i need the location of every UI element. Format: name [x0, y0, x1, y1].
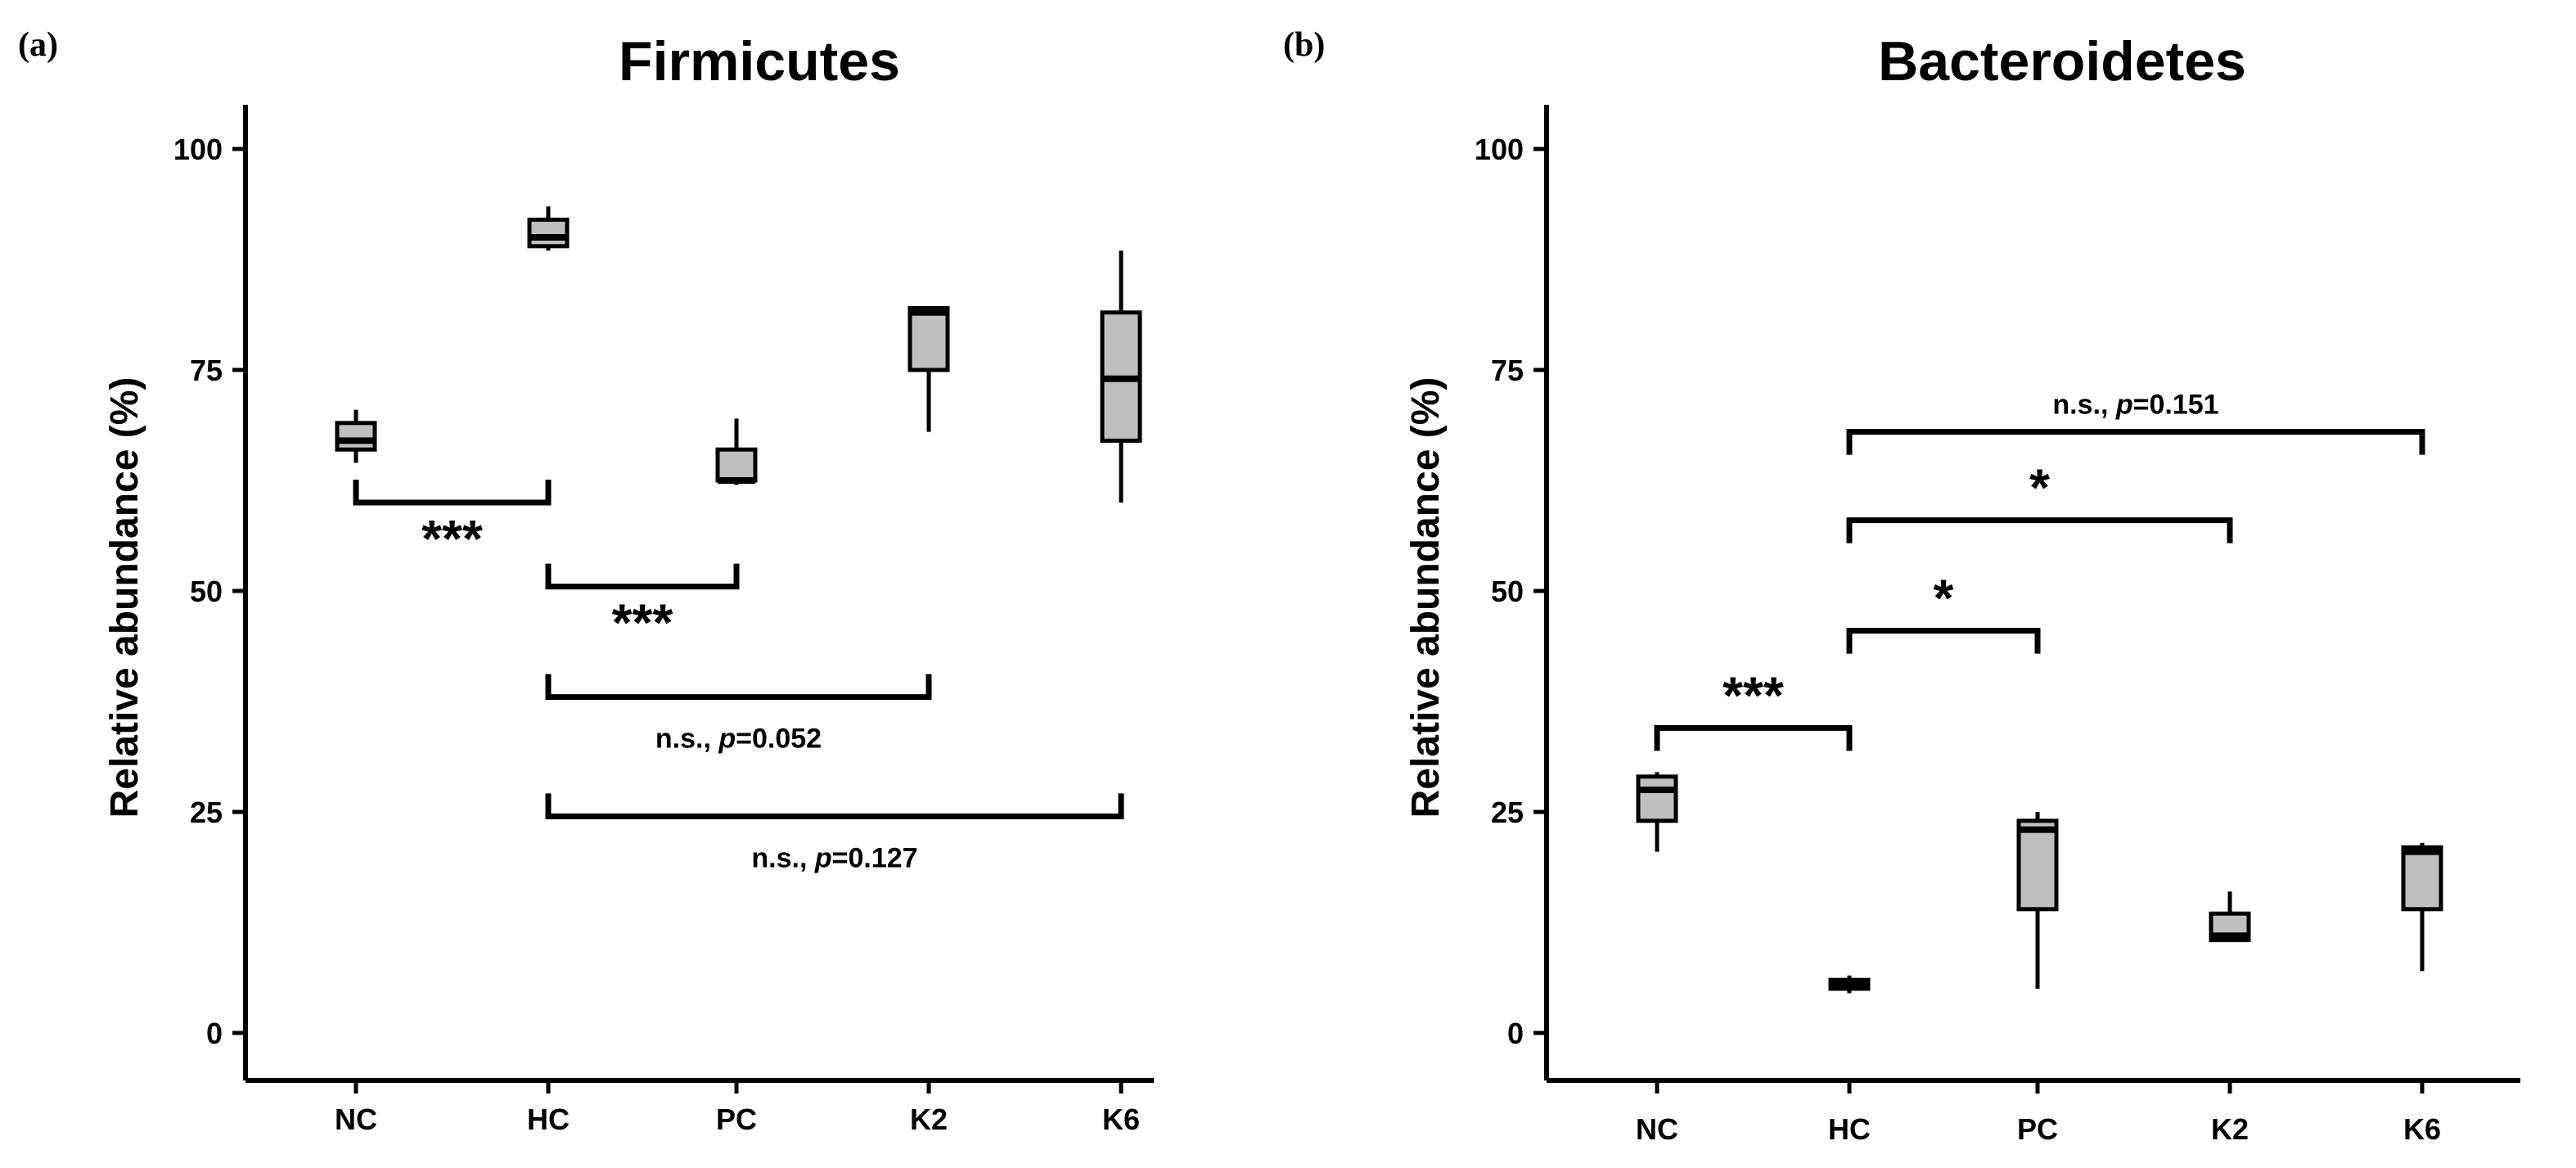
x-tick-label-k6: K6: [2403, 1112, 2441, 1146]
bracket-line: [353, 480, 552, 506]
panel-label-b: (b): [1283, 26, 1325, 64]
p-value: =0.151: [2133, 390, 2219, 421]
box-k6: [1100, 250, 1142, 503]
box-hc: [1828, 975, 1871, 994]
y-tick-label: 75: [1491, 354, 1524, 387]
panel-a: (a) Firmicutes Relative abundance (%) 0 2…: [18, 26, 1154, 1136]
p-value: =0.052: [736, 724, 822, 755]
y-axis-label-a: Relative abundance (%): [103, 377, 146, 819]
significance-bracket: n.s., p=0.127: [545, 793, 1124, 873]
p-symbol: p: [2115, 390, 2133, 421]
bracket-line: [1654, 724, 1853, 751]
p-symbol: p: [718, 724, 736, 755]
chart-title-b: Bacteroidetes: [1878, 30, 2246, 92]
significance-bracket: ***: [353, 480, 552, 568]
significance-bracket: n.s., p=0.151: [1846, 390, 2425, 455]
y-tick-label: 50: [1491, 575, 1524, 608]
bracket-line: [1846, 628, 2041, 654]
ns-text: n.s.,: [2052, 390, 2115, 421]
x-tick-label-pc: PC: [716, 1103, 757, 1136]
significance-bracket: ***: [545, 563, 740, 652]
x-tick-label-nc: NC: [1636, 1112, 1678, 1146]
y-tick-label: 0: [1507, 1017, 1524, 1050]
box-pc: [2016, 812, 2059, 989]
iqr-box: [1636, 774, 1678, 823]
panel-label-a: (a): [18, 26, 58, 64]
y-tick-label: 0: [206, 1017, 223, 1050]
significance-label: *: [1934, 569, 1954, 628]
y-tick-label: 100: [173, 133, 223, 166]
box-nc: [335, 409, 377, 463]
p-symbol: p: [814, 842, 832, 873]
box-hc: [527, 206, 570, 251]
x-tick-label-nc: NC: [335, 1103, 377, 1136]
x-tick-label-k6: K6: [1102, 1103, 1140, 1136]
y-tick-label: 100: [1475, 133, 1524, 166]
iqr-box: [335, 421, 377, 452]
ns-text: n.s.,: [655, 724, 718, 755]
bracket-line: [1846, 517, 2233, 543]
box-nc: [1636, 772, 1678, 852]
bracket-line: [1846, 429, 2425, 455]
significance-bracket: n.s., p=0.052: [545, 674, 932, 755]
significance-bracket: ***: [1654, 665, 1853, 751]
y-axis-label-b: Relative abundance (%): [1404, 377, 1448, 819]
significance-bracket: *: [1846, 458, 2233, 543]
panel-b: (b) Bacteroidetes Relative abundance (%)…: [1283, 26, 2520, 1146]
iqr-box: [715, 447, 758, 483]
bracket-line: [545, 674, 932, 701]
x-tick-label-k2: K2: [910, 1103, 948, 1136]
y-tick-label: 25: [1491, 796, 1524, 829]
box-k2: [907, 305, 950, 432]
box-k6: [2401, 842, 2443, 972]
y-tick-label: 75: [190, 354, 223, 387]
iqr-box: [2016, 819, 2059, 912]
p-value: =0.127: [832, 842, 918, 873]
x-tick-label-pc: PC: [2017, 1112, 2058, 1146]
ns-text: n.s.,: [751, 842, 814, 873]
x-tick-label-hc: HC: [1828, 1112, 1871, 1146]
bracket-line: [545, 563, 740, 590]
iqr-box: [527, 217, 570, 249]
significance-label: n.s., p=0.052: [655, 724, 822, 755]
chart-title-a: Firmicutes: [619, 30, 900, 92]
significance-bracket: *: [1846, 569, 2041, 654]
x-tick-label-k2: K2: [2211, 1112, 2249, 1146]
significance-label: *: [2029, 458, 2050, 517]
bracket-line: [545, 793, 1124, 819]
significance-label: ***: [612, 593, 673, 652]
x-tick-label-hc: HC: [527, 1103, 570, 1136]
significance-label: ***: [1723, 665, 1784, 724]
significance-label: n.s., p=0.151: [2052, 390, 2218, 421]
box-pc: [715, 418, 758, 485]
box-k2: [2209, 891, 2251, 943]
iqr-box: [2401, 845, 2443, 912]
y-tick-label: 50: [190, 575, 223, 608]
significance-label: n.s., p=0.127: [751, 842, 917, 873]
iqr-box: [907, 305, 950, 372]
significance-label: ***: [421, 509, 483, 568]
y-tick-label: 25: [190, 796, 223, 829]
